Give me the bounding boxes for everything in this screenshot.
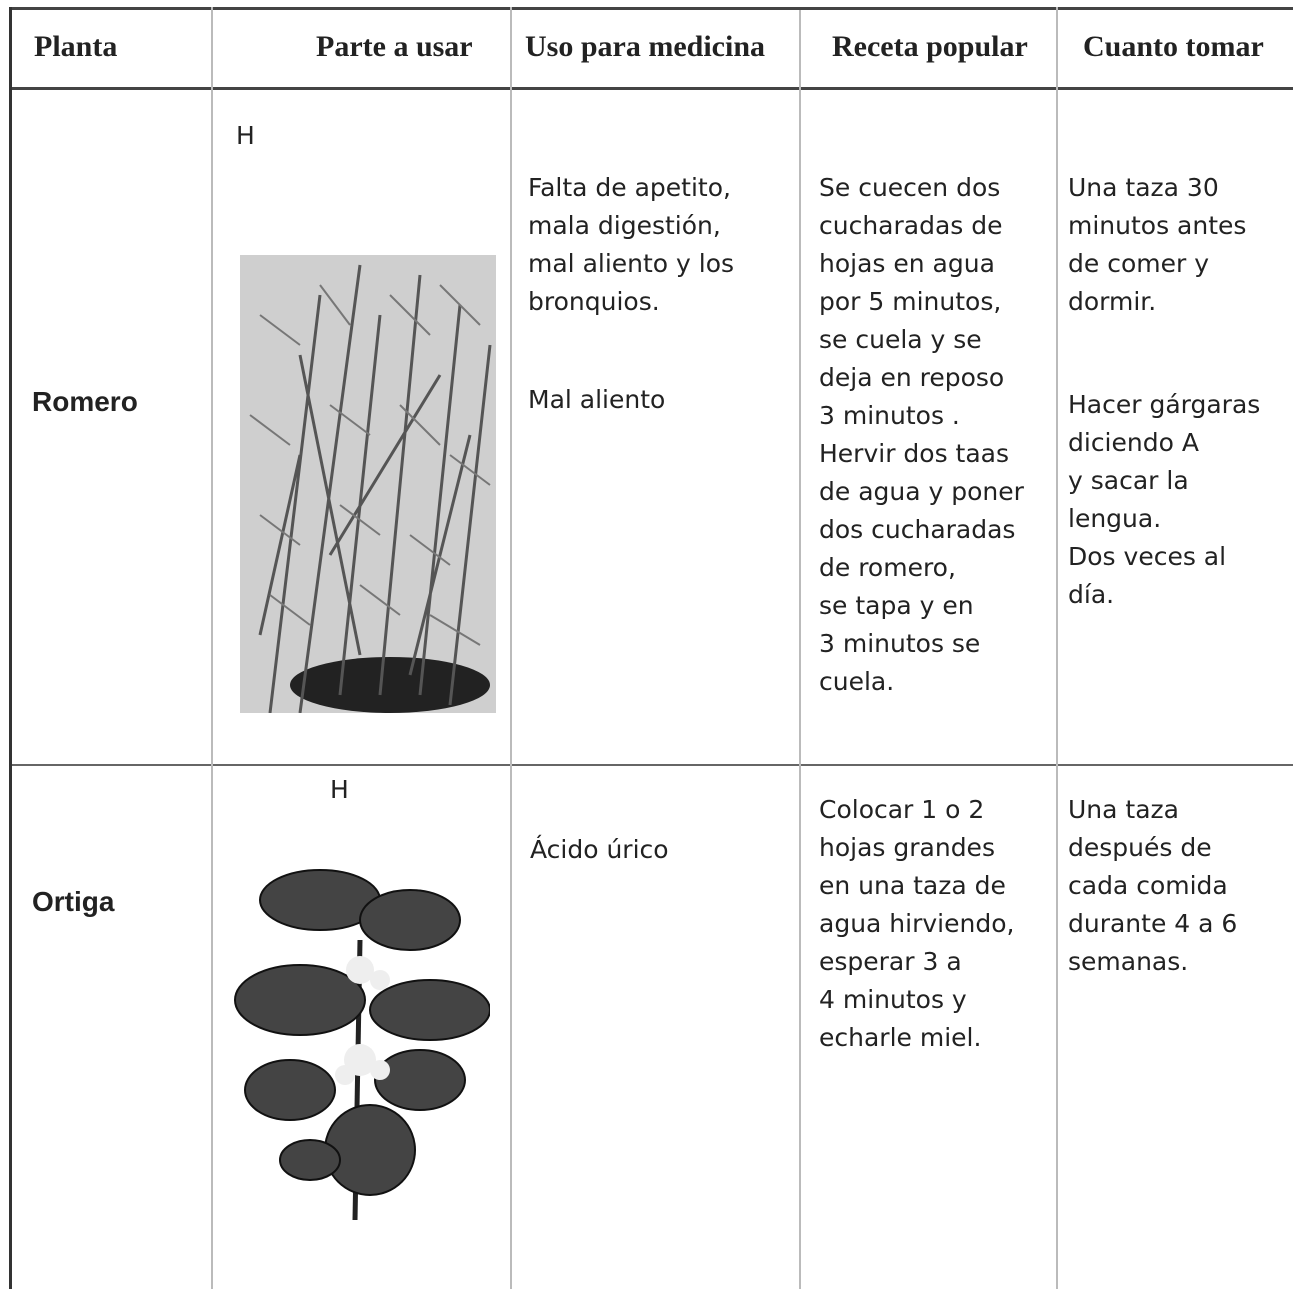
border (211, 7, 213, 1289)
amount-line: Una taza 30 (1068, 173, 1219, 202)
recipe-line: Colocar 1 o 2 (819, 795, 985, 824)
header-cell: Cuanto tomar (1083, 30, 1264, 63)
amount-line: dormir. (1068, 287, 1157, 316)
amount-line: de comer y (1068, 249, 1209, 278)
border (9, 7, 12, 1289)
amount-line: semanas. (1068, 947, 1189, 976)
border (1056, 7, 1058, 1289)
amount-line: diciendo A (1068, 428, 1199, 457)
amount-line: Hacer gárgaras (1068, 390, 1261, 419)
romero-image (240, 255, 496, 713)
plant-name: Ortiga (32, 886, 115, 917)
uses-line: mala digestión, (528, 211, 721, 240)
recipe-line: agua hirviendo, (819, 909, 1015, 938)
amount-line: día. (1068, 580, 1115, 609)
recipe-line: esperar 3 a (819, 947, 962, 976)
recipe-line: en una taza de (819, 871, 1006, 900)
amount-line: y sacar la (1068, 466, 1189, 495)
recipe-line: de romero, (819, 553, 956, 582)
recipe-line: Se cuecen dos (819, 173, 1001, 202)
uses-line: Ácido úrico (530, 835, 669, 864)
header-cell: Receta popular (832, 30, 1028, 63)
border (10, 7, 1293, 10)
recipe-line: de agua y poner (819, 477, 1024, 506)
recipe-line: dos cucharadas (819, 515, 1016, 544)
recipe-line: 3 minutos . (819, 401, 960, 430)
recipe-line: hojas en agua (819, 249, 995, 278)
uses-line: Falta de apetito, (528, 173, 731, 202)
amount-line: minutos antes (1068, 211, 1247, 240)
ortiga-image (234, 869, 490, 1220)
amount-line: Una taza (1068, 795, 1179, 824)
border (10, 87, 1293, 90)
border (10, 764, 1293, 766)
recipe-line: deja en reposo (819, 363, 1005, 392)
recipe-line: cucharadas de (819, 211, 1003, 240)
recipe-line: 3 minutos se (819, 629, 981, 658)
recipe-line: por 5 minutos, (819, 287, 1002, 316)
part-label: H (236, 121, 255, 150)
border (510, 7, 512, 1289)
amount-line: Dos veces al (1068, 542, 1227, 571)
uses-line: bronquios. (528, 287, 660, 316)
amount-line: durante 4 a 6 (1068, 909, 1238, 938)
uses-line: mal aliento y los (528, 249, 735, 278)
plant-name: Romero (32, 386, 138, 417)
recipe-line: Hervir dos taas (819, 439, 1010, 468)
recipe-line: echarle miel. (819, 1023, 982, 1052)
border (799, 10, 801, 1289)
recipe-line: se cuela y se (819, 325, 982, 354)
recipe-line: hojas grandes (819, 833, 995, 862)
recipe-line: cuela. (819, 667, 895, 696)
amount-line: después de (1068, 833, 1212, 862)
header-cell: Uso para medicina (525, 30, 765, 63)
amount-line: cada comida (1068, 871, 1228, 900)
part-label: H (330, 775, 349, 804)
amount-line: lengua. (1068, 504, 1162, 533)
uses-line: Mal aliento (528, 385, 666, 414)
recipe-line: se tapa y en (819, 591, 974, 620)
recipe-line: 4 minutos y (819, 985, 967, 1014)
header-cell: Parte a usar (316, 30, 473, 63)
header-cell: Planta (34, 30, 118, 63)
